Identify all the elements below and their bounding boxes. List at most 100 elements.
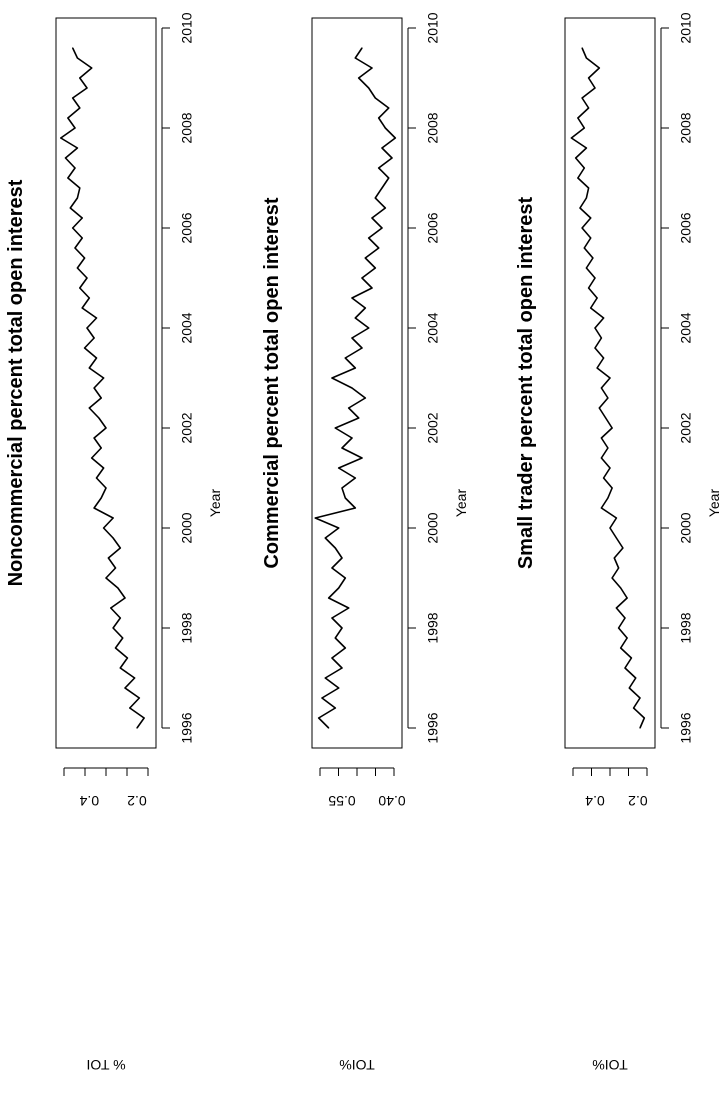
data-point-2-51 bbox=[371, 217, 373, 219]
data-point-3-60 bbox=[583, 127, 585, 129]
data-point-3-68 bbox=[581, 47, 583, 49]
data-point-2-63 bbox=[374, 97, 376, 99]
data-point-1-1 bbox=[143, 717, 145, 719]
data-point-1-50 bbox=[72, 227, 74, 229]
data-point-1-13 bbox=[124, 597, 126, 599]
data-point-2-17 bbox=[341, 557, 343, 559]
data-point-2-47 bbox=[364, 257, 366, 259]
plot-frame-1 bbox=[55, 17, 157, 749]
data-point-3-18 bbox=[622, 547, 624, 549]
data-point-3-24 bbox=[611, 487, 613, 489]
data-point-2-18 bbox=[334, 547, 336, 549]
data-point-1-23 bbox=[100, 497, 102, 499]
data-point-2-60 bbox=[384, 127, 386, 129]
data-point-2-22 bbox=[354, 507, 356, 509]
y-tick-label-2-0: 0.55 bbox=[328, 793, 355, 809]
data-point-1-25 bbox=[95, 477, 98, 479]
data-point-3-12 bbox=[615, 607, 618, 609]
data-point-3-64 bbox=[594, 87, 596, 89]
data-point-3-6 bbox=[624, 667, 626, 669]
data-point-2-45 bbox=[361, 277, 363, 279]
data-point-1-26 bbox=[103, 467, 105, 469]
data-point-3-63 bbox=[581, 97, 583, 99]
data-point-2-66 bbox=[371, 67, 373, 69]
data-point-1-18 bbox=[119, 547, 121, 549]
data-point-3-27 bbox=[600, 457, 603, 459]
x-tick-label-1-1: 1998 bbox=[179, 612, 195, 643]
data-point-1-6 bbox=[119, 667, 121, 669]
data-point-2-9 bbox=[334, 637, 336, 639]
x-tick-label-2-1: 1998 bbox=[425, 612, 441, 643]
data-point-2-46 bbox=[374, 267, 376, 269]
plot-frame-3 bbox=[564, 17, 656, 749]
data-point-1-10 bbox=[112, 627, 114, 629]
data-point-3-23 bbox=[607, 497, 609, 499]
data-point-1-35 bbox=[103, 377, 105, 379]
x-tick-label-2-2: 2000 bbox=[425, 512, 441, 543]
x-tick-label-2-7: 2010 bbox=[425, 12, 441, 43]
data-point-3-32 bbox=[598, 407, 600, 409]
data-point-3-10 bbox=[617, 627, 620, 629]
data-point-1-47 bbox=[83, 257, 86, 259]
data-point-1-56 bbox=[74, 167, 76, 169]
data-point-2-4 bbox=[338, 687, 340, 689]
data-point-2-13 bbox=[328, 597, 330, 599]
data-point-1-45 bbox=[86, 277, 88, 279]
data-point-3-1 bbox=[643, 717, 645, 719]
data-point-2-11 bbox=[331, 617, 333, 619]
data-point-2-44 bbox=[371, 287, 373, 289]
data-point-1-62 bbox=[79, 107, 81, 109]
x-tick-label-3-6: 2008 bbox=[678, 112, 694, 143]
data-point-2-37 bbox=[344, 357, 346, 359]
data-point-2-8 bbox=[344, 647, 346, 649]
data-point-2-10 bbox=[341, 627, 343, 629]
data-point-3-44 bbox=[587, 287, 590, 289]
data-point-1-31 bbox=[98, 417, 100, 419]
data-point-2-14 bbox=[338, 587, 340, 589]
x-tick-label-2-5: 2006 bbox=[425, 212, 441, 243]
data-point-3-54 bbox=[587, 187, 590, 189]
data-point-2-50 bbox=[381, 227, 383, 229]
data-point-1-54 bbox=[79, 187, 81, 189]
data-point-3-42 bbox=[590, 307, 592, 309]
data-point-2-32 bbox=[348, 407, 350, 409]
data-point-1-41 bbox=[95, 317, 98, 319]
data-point-3-50 bbox=[581, 227, 583, 229]
data-point-1-7 bbox=[126, 657, 129, 659]
data-point-3-47 bbox=[592, 257, 594, 259]
data-point-3-51 bbox=[590, 217, 592, 219]
series-line-3 bbox=[570, 47, 646, 729]
y-tick-label-2-1: 0.40 bbox=[378, 793, 405, 809]
x-axis-label-2: Year bbox=[453, 489, 469, 518]
x-tick-label-1-3: 2002 bbox=[179, 412, 195, 443]
data-point-1-11 bbox=[119, 617, 121, 619]
plot-frame-2 bbox=[311, 17, 403, 749]
data-point-3-38 bbox=[594, 347, 596, 349]
data-point-2-21 bbox=[314, 517, 316, 519]
chart-title-2: Commercial percent total open interest bbox=[261, 197, 283, 569]
data-point-3-13 bbox=[626, 597, 628, 599]
data-point-3-61 bbox=[577, 117, 579, 119]
data-point-2-30 bbox=[334, 427, 336, 429]
data-point-2-39 bbox=[351, 337, 353, 339]
data-point-3-29 bbox=[600, 437, 603, 439]
data-point-2-0 bbox=[328, 727, 330, 729]
data-point-2-6 bbox=[341, 667, 343, 669]
data-point-3-43 bbox=[596, 297, 598, 299]
data-point-1-9 bbox=[122, 637, 124, 639]
data-point-1-61 bbox=[67, 117, 69, 119]
data-point-3-20 bbox=[609, 527, 611, 529]
data-point-3-28 bbox=[607, 447, 609, 449]
data-point-1-67 bbox=[76, 57, 79, 59]
data-point-3-48 bbox=[583, 247, 585, 249]
data-point-2-16 bbox=[331, 567, 333, 569]
data-point-2-49 bbox=[368, 237, 370, 239]
data-point-2-52 bbox=[384, 207, 386, 209]
data-point-3-34 bbox=[600, 387, 603, 389]
y-tick-label-1-1: 0.4 bbox=[79, 793, 99, 809]
data-point-1-68 bbox=[72, 47, 74, 49]
data-point-2-61 bbox=[378, 117, 380, 119]
data-point-2-3 bbox=[321, 697, 323, 699]
x-tick-label-3-3: 2002 bbox=[678, 412, 694, 443]
